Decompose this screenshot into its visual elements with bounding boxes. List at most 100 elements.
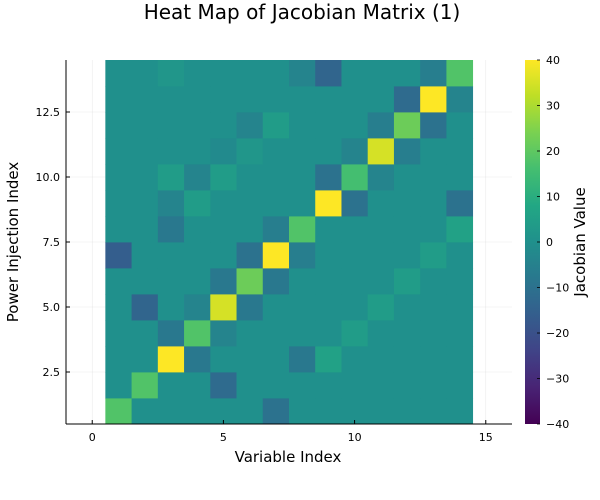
heatmap-cell <box>184 320 211 347</box>
heatmap-cell <box>367 164 395 191</box>
heatmap-cell <box>341 216 369 243</box>
heatmap-cell <box>367 372 395 399</box>
heatmap-cell <box>131 60 159 87</box>
heatmap-cell <box>393 268 421 295</box>
heatmap-cell <box>184 268 211 295</box>
y-tick-label: 7.5 <box>43 236 61 249</box>
heatmap-cell <box>184 242 211 269</box>
heatmap-cell <box>367 320 395 347</box>
colorbar-tick-label: 20 <box>546 145 560 158</box>
heatmap-cell <box>393 216 421 243</box>
heatmap-cell <box>289 60 316 87</box>
heatmap-cell <box>210 346 237 373</box>
heatmap-cell <box>446 268 474 295</box>
heatmap-cell <box>105 112 132 139</box>
heatmap-cell <box>262 398 290 425</box>
heatmap-cell <box>420 346 447 373</box>
heatmap-cell <box>157 216 185 243</box>
colorbar-tick-label: −20 <box>546 327 569 340</box>
heatmap-cell <box>131 164 159 191</box>
heatmap-cell <box>184 138 211 165</box>
heatmap-cell <box>157 398 185 425</box>
heatmap-cell <box>184 216 211 243</box>
heatmap-cell <box>131 112 159 139</box>
heatmap-cell <box>262 60 290 87</box>
heatmap-cell <box>262 216 290 243</box>
heatmap-cell <box>289 372 316 399</box>
heatmap-cell <box>420 372 447 399</box>
colorbar-tick-label: −30 <box>546 373 569 386</box>
heatmap-cell <box>157 320 185 347</box>
heatmap-cell <box>420 86 447 113</box>
heatmap-cell <box>420 294 447 321</box>
heatmap-cell <box>289 86 316 113</box>
heatmap-cell <box>446 294 474 321</box>
x-tick-label: 5 <box>220 431 227 444</box>
heatmap-cell <box>184 112 211 139</box>
heatmap-cell <box>315 60 342 87</box>
heatmap-cell <box>236 216 264 243</box>
heatmap-cell <box>289 138 316 165</box>
heatmap-cell <box>210 112 237 139</box>
heatmap-cell <box>367 138 395 165</box>
heatmap-cell <box>210 216 237 243</box>
heatmap-cell <box>105 268 132 295</box>
heatmap-cell <box>420 398 447 425</box>
colorbar: 40 30 20 10 0 −10 −20 −30 −40 <box>525 54 569 431</box>
heatmap-cell <box>210 294 237 321</box>
heatmap-cell <box>157 60 185 87</box>
heatmap-cell <box>210 190 237 217</box>
heatmap-cell <box>393 346 421 373</box>
heatmap-cell <box>131 320 159 347</box>
heatmap-cell <box>446 320 474 347</box>
heatmap-cell <box>289 346 316 373</box>
heatmap-cell <box>446 190 474 217</box>
heatmap-cell <box>289 294 316 321</box>
heatmap-cell <box>341 164 369 191</box>
heatmap-cell <box>262 112 290 139</box>
heatmap-cell <box>184 346 211 373</box>
colorbar-tick-label: 40 <box>546 54 560 67</box>
heatmap-cell <box>236 320 264 347</box>
heatmap-cell <box>315 242 342 269</box>
heatmap-cell <box>105 242 132 269</box>
x-tick-label: 15 <box>479 431 493 444</box>
heatmap-cell <box>393 190 421 217</box>
heatmap-cell <box>236 346 264 373</box>
heatmap-cell <box>184 60 211 87</box>
heatmap-cell <box>446 398 474 425</box>
heatmap-cell <box>446 112 474 139</box>
heatmap-cell <box>105 190 132 217</box>
heatmap-cell <box>393 398 421 425</box>
heatmap-cell <box>393 86 421 113</box>
y-axis-ticks: 2.5 5.0 7.5 10.0 12.5 <box>36 106 70 379</box>
heatmap-cell <box>393 320 421 347</box>
heatmap-cell <box>315 86 342 113</box>
heatmap-cell <box>420 112 447 139</box>
heatmap-cell <box>289 398 316 425</box>
heatmap-cell <box>262 320 290 347</box>
colorbar-tick-label: −40 <box>546 418 569 431</box>
heatmap-cell <box>393 164 421 191</box>
heatmap-cell <box>210 372 237 399</box>
heatmap-cell <box>131 398 159 425</box>
heatmap-cell <box>157 190 185 217</box>
heatmap-cell <box>315 398 342 425</box>
heatmap-cell <box>341 346 369 373</box>
heatmap-cell <box>210 164 237 191</box>
heatmap-cell <box>262 268 290 295</box>
x-tick-label: 0 <box>89 431 96 444</box>
heatmap-cell <box>367 112 395 139</box>
heatmap-cell <box>315 164 342 191</box>
x-tick-label: 10 <box>348 431 362 444</box>
y-tick-label: 10.0 <box>36 171 61 184</box>
heatmap-cell <box>289 268 316 295</box>
heatmap-cell <box>262 164 290 191</box>
heatmap-cell <box>393 294 421 321</box>
heatmap-cell <box>289 242 316 269</box>
heatmap-cell <box>210 138 237 165</box>
heatmap-cell <box>446 138 474 165</box>
heatmap-cell <box>341 242 369 269</box>
heatmap-cell <box>315 268 342 295</box>
